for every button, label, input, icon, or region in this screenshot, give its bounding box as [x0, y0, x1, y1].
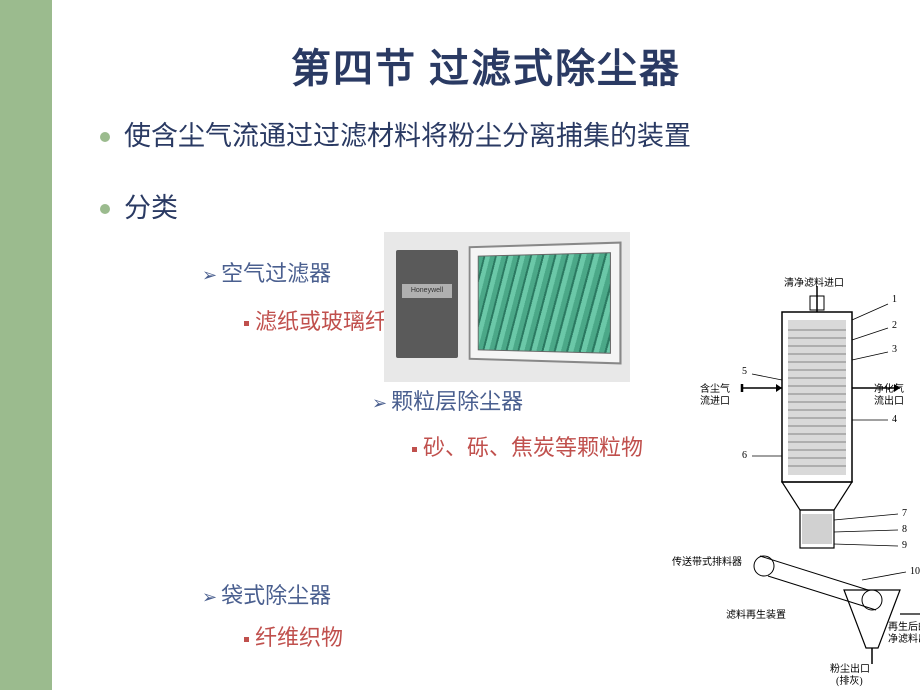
dia-label-conveyor: 传送带式排料器 — [672, 553, 742, 568]
air-filter-image: Honeywell — [384, 232, 630, 382]
slide-content: 第四节 过滤式除尘器 使含尘气流通过过滤材料将粉尘分离捕集的装置 分类 ➢ 空气… — [52, 0, 920, 690]
filter-pleats — [478, 252, 611, 354]
dia-num-5: 5 — [742, 366, 747, 377]
dia-num-4: 4 — [892, 414, 897, 425]
dia-num-2: 2 — [892, 320, 897, 331]
description-row: 使含尘气流通过过滤材料将粉尘分离捕集的装置 — [100, 118, 920, 156]
filter-pleated-element — [469, 242, 622, 365]
left-accent-bar — [0, 0, 52, 690]
bullet-icon — [100, 204, 110, 214]
granular-collector-diagram: 清净滤料进口 含尘气 流进口 净化气 流出口 传送带式排料器 滤料再生装置 再生… — [702, 280, 920, 680]
dia-label-regen: 滤料再生装置 — [726, 606, 786, 621]
granular-name: 颗粒层除尘器 — [391, 384, 523, 416]
dia-num-10: 10 — [910, 566, 920, 577]
dia-label-regenout2: 净滤料出口 — [888, 630, 920, 645]
bag-material-text: 纤维织物 — [255, 620, 343, 652]
air-filter-name: 空气过滤器 — [221, 256, 331, 288]
bag-name: 袋式除尘器 — [221, 578, 331, 610]
arrow-icon: ➢ — [202, 265, 217, 286]
dia-label-left2: 流进口 — [700, 392, 730, 407]
bag-heading: ➢ 袋式除尘器 — [202, 578, 331, 610]
dia-num-1: 1 — [892, 294, 897, 305]
filter-brand-label: Honeywell — [402, 284, 452, 298]
granular-material: 砂、砾、焦炭等颗粒物 — [412, 430, 643, 462]
dia-num-6: 6 — [742, 450, 747, 461]
bag-material: 纤维织物 — [244, 620, 343, 652]
dia-label-dust2: (排灰) — [836, 672, 863, 687]
dot-icon — [244, 321, 249, 326]
dot-icon — [412, 447, 417, 452]
granular-material-text: 砂、砾、焦炭等颗粒物 — [423, 430, 643, 462]
category-row: 分类 — [100, 190, 920, 228]
dia-num-3: 3 — [892, 344, 897, 355]
dia-label-top: 清净滤料进口 — [784, 274, 844, 289]
category-label: 分类 — [124, 190, 178, 228]
bullet-icon — [100, 132, 110, 142]
arrow-icon: ➢ — [202, 587, 217, 608]
description-text: 使含尘气流通过过滤材料将粉尘分离捕集的装置 — [124, 118, 691, 156]
air-filter-heading: ➢ 空气过滤器 — [202, 256, 331, 288]
dia-num-9: 9 — [902, 540, 907, 551]
dia-num-7: 7 — [902, 508, 907, 519]
dot-icon — [244, 637, 249, 642]
slide-title: 第四节 过滤式除尘器 — [52, 36, 920, 94]
dia-label-right2: 流出口 — [874, 392, 904, 407]
filter-housing: Honeywell — [396, 250, 458, 358]
granular-heading: ➢ 颗粒层除尘器 — [372, 384, 523, 416]
dia-num-8: 8 — [902, 524, 907, 535]
arrow-icon: ➢ — [372, 393, 387, 414]
